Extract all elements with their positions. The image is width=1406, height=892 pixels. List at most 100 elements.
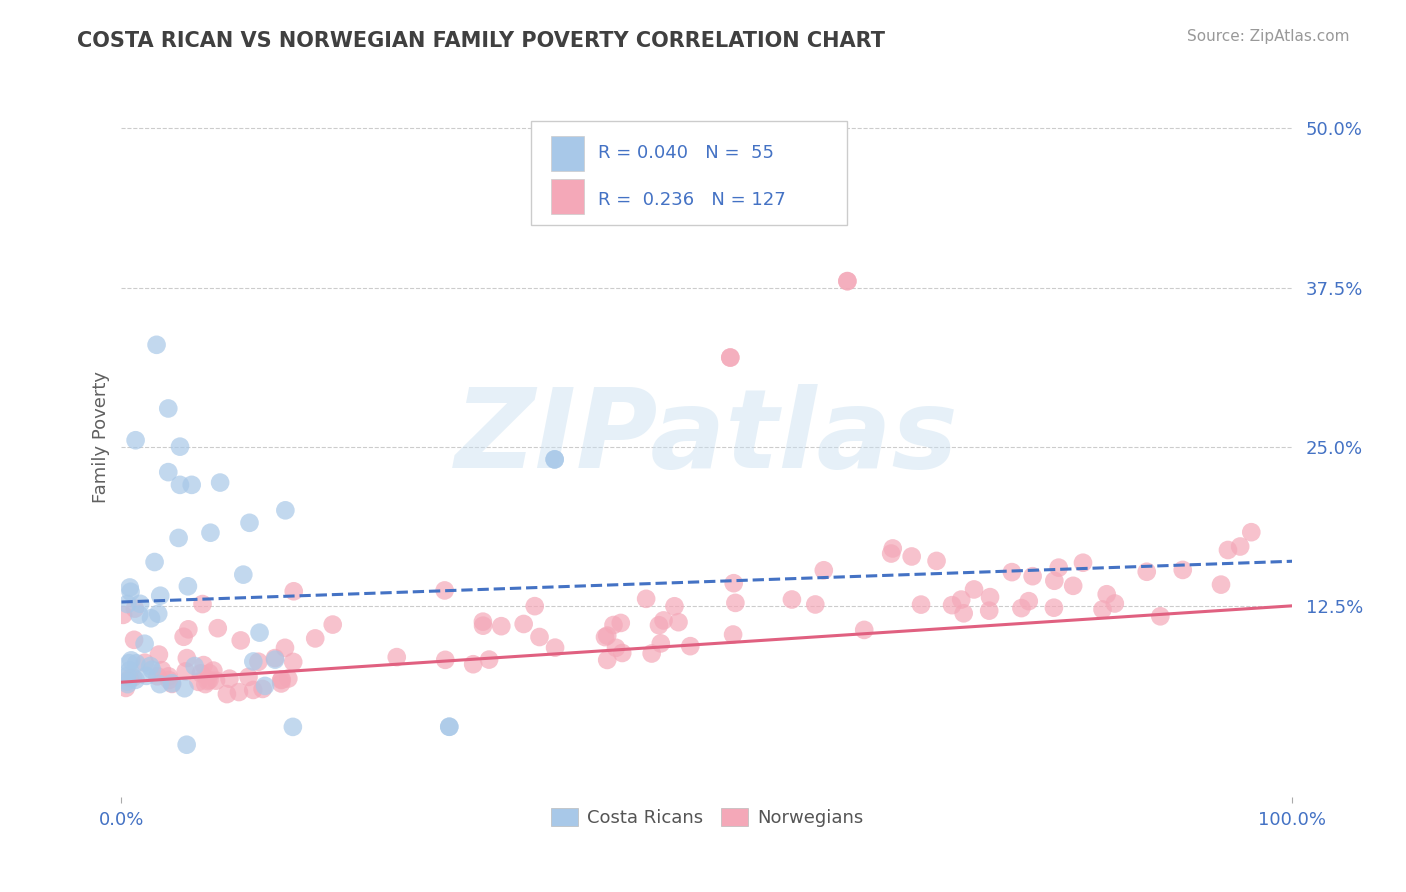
Point — [1171, 563, 1194, 577]
Point — [200, 525, 222, 540]
Point — [283, 584, 305, 599]
Point — [270, 673, 292, 687]
Point — [149, 589, 172, 603]
Point — [1062, 579, 1084, 593]
Point — [141, 663, 163, 677]
Point — [610, 615, 633, 630]
Point — [1021, 569, 1043, 583]
Point — [112, 607, 135, 622]
Point — [157, 669, 180, 683]
Point — [150, 663, 173, 677]
Point — [1229, 540, 1251, 554]
Point — [491, 619, 513, 633]
Point — [979, 590, 1001, 604]
Point — [780, 592, 803, 607]
Point — [145, 338, 167, 352]
Point — [218, 672, 240, 686]
Point — [173, 630, 195, 644]
Point — [718, 351, 741, 365]
Point — [253, 679, 276, 693]
Point — [434, 653, 457, 667]
Point — [157, 465, 180, 479]
Point — [209, 475, 232, 490]
Point — [612, 646, 634, 660]
Point — [176, 738, 198, 752]
Point — [160, 677, 183, 691]
Point — [215, 687, 238, 701]
Point — [124, 434, 146, 448]
Point — [191, 597, 214, 611]
Point — [636, 591, 658, 606]
Point — [169, 440, 191, 454]
Text: COSTA RICAN VS NORWEGIAN FAMILY POVERTY CORRELATION CHART: COSTA RICAN VS NORWEGIAN FAMILY POVERTY … — [77, 31, 886, 51]
Point — [157, 673, 180, 687]
Point — [853, 623, 876, 637]
Point — [134, 656, 156, 670]
Point — [125, 657, 148, 671]
Point — [979, 604, 1001, 618]
Point — [118, 671, 141, 685]
Point — [157, 401, 180, 416]
Point — [148, 607, 170, 621]
Point — [439, 720, 461, 734]
Point — [882, 541, 904, 556]
Point — [173, 681, 195, 696]
Point — [304, 632, 326, 646]
Point — [1104, 597, 1126, 611]
Point — [169, 478, 191, 492]
Point — [668, 615, 690, 630]
Point — [117, 597, 139, 611]
Point — [718, 351, 741, 365]
Point — [880, 547, 903, 561]
Point — [252, 681, 274, 696]
Text: R =  0.236   N = 127: R = 0.236 N = 127 — [598, 191, 786, 209]
Point — [139, 611, 162, 625]
Point — [1001, 565, 1024, 579]
Point — [274, 640, 297, 655]
Point — [1149, 609, 1171, 624]
Point — [122, 632, 145, 647]
Point — [135, 669, 157, 683]
Point — [950, 592, 973, 607]
Y-axis label: Family Poverty: Family Poverty — [93, 371, 110, 503]
Point — [264, 652, 287, 666]
Point — [117, 669, 139, 683]
Point — [167, 531, 190, 545]
Point — [910, 598, 932, 612]
Point — [205, 673, 228, 688]
Point — [174, 665, 197, 679]
Point — [183, 659, 205, 673]
Legend: Costa Ricans, Norwegians: Costa Ricans, Norwegians — [543, 801, 870, 835]
Point — [176, 651, 198, 665]
Point — [238, 670, 260, 684]
Point — [124, 673, 146, 687]
Point — [602, 618, 624, 632]
Point — [543, 452, 565, 467]
Point — [242, 682, 264, 697]
Point — [679, 639, 702, 653]
Text: Source: ZipAtlas.com: Source: ZipAtlas.com — [1187, 29, 1350, 45]
Point — [593, 630, 616, 644]
Point — [472, 618, 495, 632]
Point — [197, 674, 219, 689]
Point — [1136, 565, 1159, 579]
Point — [766, 172, 789, 186]
Point — [596, 653, 619, 667]
Point — [1095, 587, 1118, 601]
Point — [478, 652, 501, 666]
Point — [640, 647, 662, 661]
Point — [118, 656, 141, 670]
Point — [804, 598, 827, 612]
Point — [120, 584, 142, 599]
Point — [1047, 560, 1070, 574]
Point — [180, 478, 202, 492]
Point — [249, 625, 271, 640]
Point — [963, 582, 986, 597]
Point — [120, 653, 142, 667]
Point — [198, 673, 221, 687]
Point — [283, 655, 305, 669]
Point — [529, 630, 551, 644]
Point — [134, 637, 156, 651]
Point — [202, 664, 225, 678]
Point — [146, 669, 169, 683]
